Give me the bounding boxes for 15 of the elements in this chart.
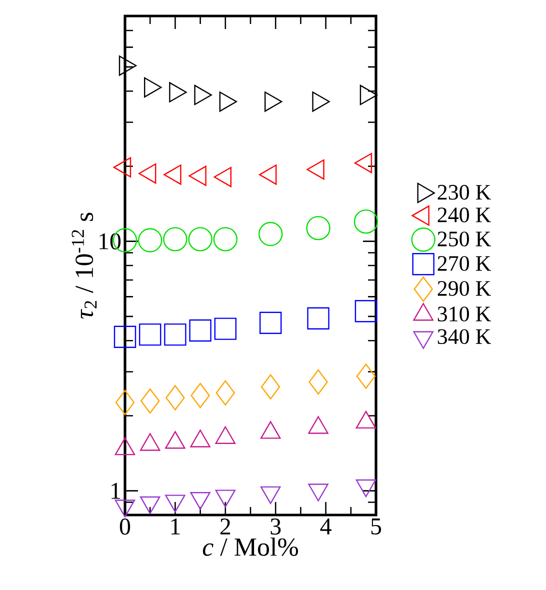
x-tick-label: 1 [171,518,180,534]
legend-label: 340 K [438,329,491,344]
x-tick-label: 5 [371,518,382,534]
legend-label: 290 K [438,281,491,296]
legend-label: 240 K [438,208,491,222]
y-axis-title: τ$_{2}$ / 10$^{-12}$ s [72,212,97,319]
x-tick-label: 2 [220,518,230,534]
legend-label: 230 K [438,184,491,200]
legend-label: 270 K [438,256,491,271]
legend-label: 310 K [438,306,491,322]
x-tick-label: 3 [270,518,281,535]
legend-label: 250 K [438,232,491,246]
x-tick-label: 4 [320,518,332,534]
x-axis-title: c / Mol% [202,538,298,556]
x-tick-label: 0 [120,518,130,535]
